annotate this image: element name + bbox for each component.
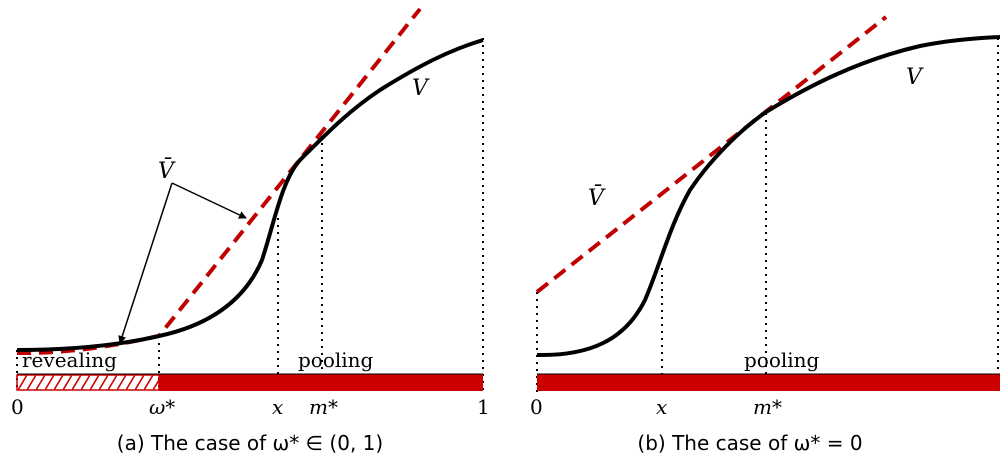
tick-zero: 0: [11, 395, 24, 419]
v-label: V: [412, 76, 430, 101]
caption-b: (b) The case of ω* = 0: [637, 431, 862, 455]
tick-omega: ω*: [149, 395, 175, 419]
tick-x: x: [272, 395, 283, 419]
tick-one: 1: [477, 395, 490, 419]
pooling-label: pooling: [298, 348, 374, 372]
revealing-label: revealing: [22, 348, 117, 372]
tick-m: m*: [309, 395, 338, 419]
tick-m-b: m*: [753, 395, 782, 419]
revealing-bar: [16, 374, 160, 391]
vbar-tangent-line-b: [535, 15, 888, 294]
pooling-label-b: pooling: [744, 348, 820, 372]
tick-x-b: x: [656, 395, 667, 419]
pooling-bar-b: [537, 374, 1000, 391]
vbar-tangent-line: [16, 7, 422, 356]
tick-zero-b: 0: [530, 395, 543, 419]
vbar-arrow-lower: [118, 182, 173, 344]
v-label-b: V: [906, 65, 924, 90]
vbar-label-b: V̄: [588, 184, 606, 211]
v-curve-b: [536, 35, 1000, 358]
caption-a: (a) The case of ω* ∈ (0, 1): [117, 431, 383, 455]
panel-b: V V̄ pooling 0 x m* (b) The case of ω* =…: [530, 15, 1000, 455]
pooling-bar: [159, 374, 483, 391]
panel-a: V V̄ revealing pooling 0 ω* x m* 1 (a) T…: [11, 7, 490, 455]
vbar-arrow-upper: [171, 182, 247, 219]
v-curve: [16, 38, 484, 352]
vbar-label: V̄: [158, 157, 176, 184]
